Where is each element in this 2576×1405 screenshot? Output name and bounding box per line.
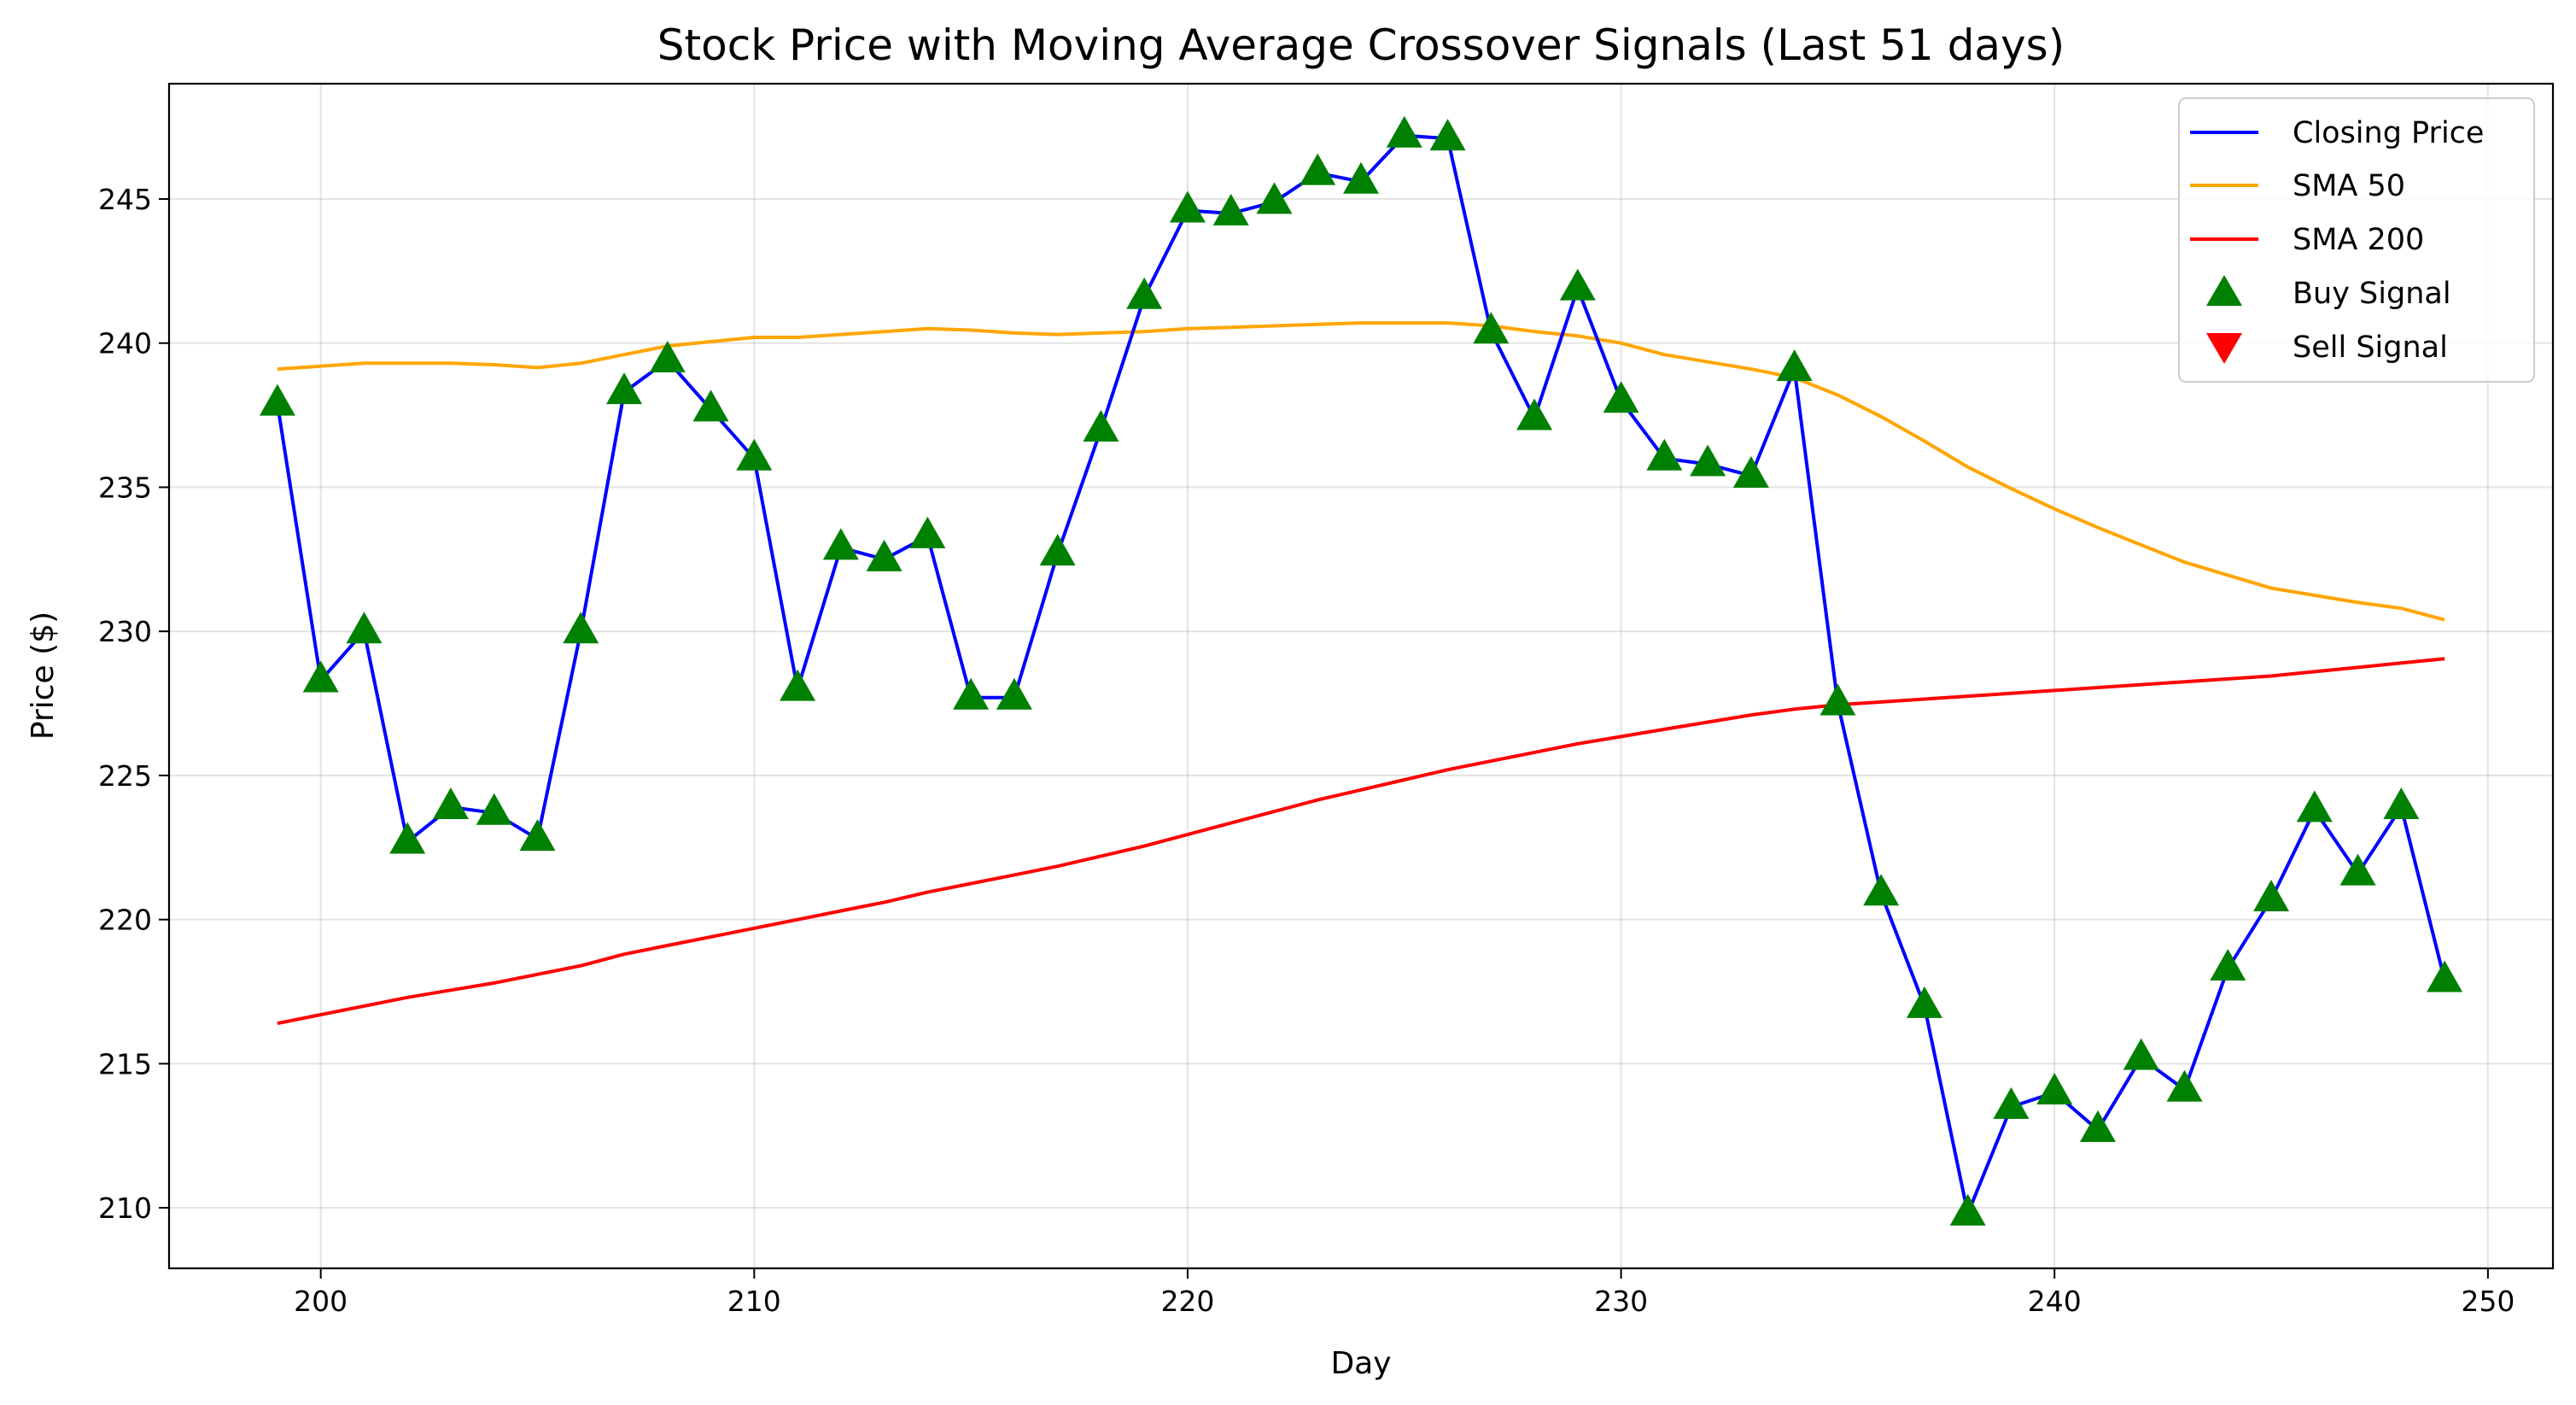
axis-ticks: 200 210 220 230 240 250 210 215 220 225 230 235 240 2… (98, 183, 2515, 1318)
buy-signal-marker (1126, 277, 1163, 309)
buy-signal-marker (2296, 790, 2333, 823)
buy-signal-marker (1906, 986, 1942, 1018)
buy-signal-marker (1690, 444, 1726, 477)
buy-signal-marker (822, 528, 859, 560)
buy-signal-marker (1776, 349, 1813, 382)
buy-signal-marker (606, 372, 643, 405)
buy-signal-marker (2253, 880, 2290, 912)
buy-signal-marker (1039, 534, 1076, 566)
y-axis-label: Price ($) (26, 612, 61, 740)
legend-sell-signal-marker (2206, 333, 2242, 364)
buy-signal-marker (1473, 312, 1510, 344)
buy-signal-marker (1516, 398, 1553, 430)
legend-sma-50-label: SMA 50 (2293, 169, 2405, 203)
buy-signal-marker (2079, 1110, 2116, 1143)
buy-signal-marker (1386, 115, 1422, 148)
buy-signal-marker (1429, 119, 1466, 151)
buy-signal-marker (1820, 683, 1856, 716)
buy-signal-marker (2036, 1073, 2073, 1105)
x-tick-label: 210 (727, 1285, 781, 1318)
y-tick-label: 220 (98, 904, 152, 937)
buy-signal-marker (953, 677, 990, 710)
legend-buy-signal-label: Buy Signal (2293, 277, 2451, 311)
plot-area-frame (167, 82, 2555, 1270)
legend: Closing Price SMA 50 SMA 200 Buy Signal … (2178, 97, 2535, 383)
buy-signal-marker (1949, 1193, 1986, 1226)
buy-signal-marker (2166, 1069, 2203, 1102)
buy-signal-marker (1169, 190, 1206, 223)
buy-signal-marker (692, 389, 729, 422)
buy-signal-marker (1863, 874, 1900, 906)
buy-signal-marker (780, 669, 816, 701)
legend-box (2178, 97, 2535, 383)
grid (169, 84, 2553, 1268)
x-tick-label: 230 (1594, 1285, 1648, 1318)
buy-signal-marker (1603, 381, 1639, 413)
y-tick-label: 215 (98, 1047, 152, 1080)
series-line-sma-50 (277, 321, 2445, 622)
buy-signal-marker (1732, 455, 1769, 488)
y-tick-label: 225 (98, 759, 152, 793)
buy-signal-marker (2383, 787, 2420, 820)
buy-signal-marker (1256, 182, 1293, 214)
buy-signal-marker (1212, 193, 1249, 225)
buy-signal-marker (1343, 161, 1379, 194)
legend-sell-signal-label: Sell Signal (2293, 331, 2448, 365)
x-tick-label: 240 (2028, 1285, 2082, 1318)
buy-signal-marker (2123, 1038, 2159, 1070)
x-axis-label: Day (1330, 1346, 1391, 1381)
series-line-sma-200 (277, 657, 2445, 1026)
buy-signal-marker (1300, 153, 1336, 185)
buy-signal-marker (1559, 268, 1596, 301)
y-tick-label: 230 (98, 615, 152, 648)
buy-signal-marker (2210, 949, 2246, 981)
signal-markers (259, 115, 2463, 1226)
buy-signal-marker (389, 822, 426, 854)
legend-sma-200-label: SMA 200 (2293, 223, 2424, 257)
y-tick-label: 245 (98, 183, 152, 216)
buy-signal-marker (259, 383, 295, 416)
buy-signal-marker (996, 677, 1032, 710)
buy-signal-marker (866, 539, 902, 571)
buy-signal-marker (432, 787, 469, 820)
buy-signal-marker (1646, 438, 1683, 471)
buy-signal-marker (736, 438, 773, 471)
buy-signal-marker (346, 612, 383, 644)
buy-signal-marker (2339, 853, 2376, 886)
buy-signal-marker (1083, 409, 1119, 442)
buy-signal-marker (476, 793, 512, 825)
chart-title: Stock Price with Moving Average Crossove… (657, 20, 2065, 70)
legend-buy-signal-marker (2206, 275, 2242, 306)
buy-signal-marker (649, 340, 686, 372)
x-tick-label: 220 (1160, 1285, 1214, 1318)
buy-signal-marker (2427, 960, 2463, 992)
buy-signal-marker (563, 612, 599, 644)
buy-signal-marker (909, 516, 946, 548)
x-tick-label: 250 (2461, 1285, 2515, 1318)
y-tick-label: 210 (98, 1191, 152, 1225)
buy-signal-marker (302, 660, 339, 693)
buy-signal-marker (1993, 1087, 2030, 1120)
buy-signal-marker (519, 819, 556, 852)
y-tick-label: 240 (98, 327, 152, 360)
x-tick-label: 200 (294, 1285, 348, 1318)
legend-closing-price-label: Closing Price (2293, 116, 2484, 150)
y-tick-label: 235 (98, 471, 152, 504)
